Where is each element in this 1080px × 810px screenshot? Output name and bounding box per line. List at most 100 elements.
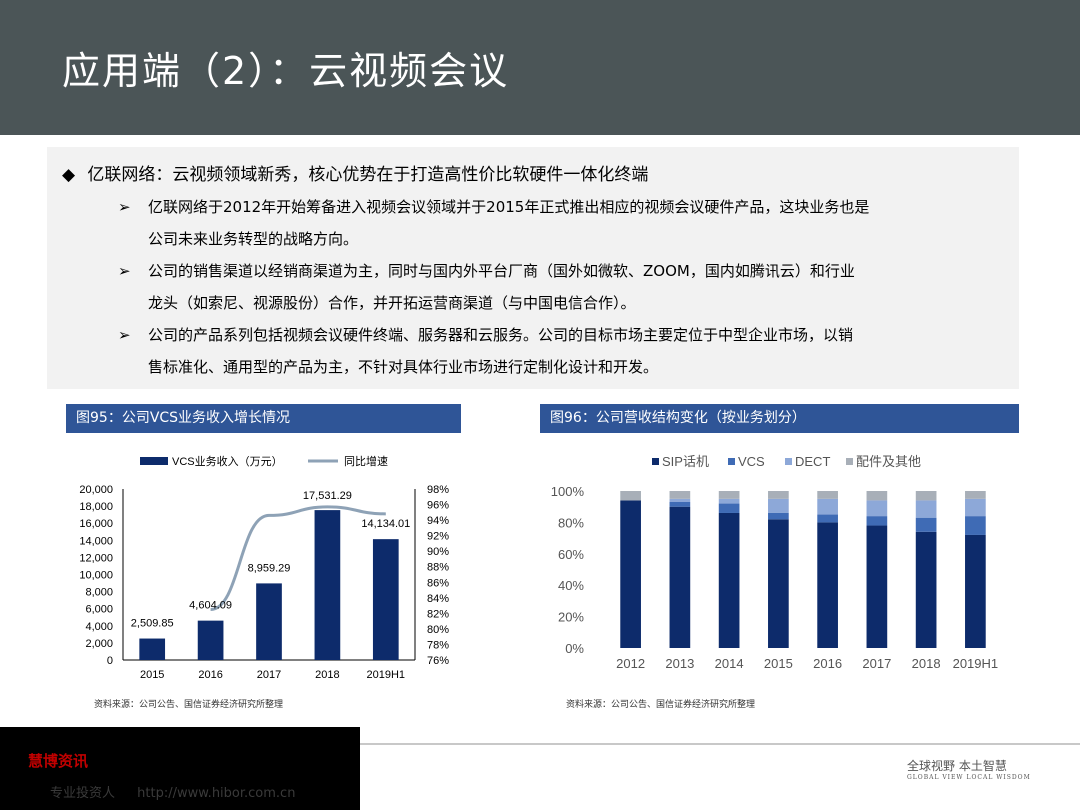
stacked-bar-segment [915,500,937,518]
footer-slogan-en: GLOBAL VIEW LOCAL WISDOM [907,774,1031,781]
stacked-bar-segment [965,491,986,499]
x-tick-label: 2016 [813,656,842,671]
y2-tick-label: 82% [427,608,449,620]
stacked-bar-segment [817,498,838,515]
y2-tick-label: 78% [427,639,449,651]
y2-tick-label: 76% [427,655,449,667]
y2-tick-label: 86% [427,577,449,589]
stacked-bar-segment [669,498,691,502]
y-tick-label: 4,000 [85,621,113,633]
stacked-bar-segment [620,500,641,648]
x-tick-label: 2014 [715,656,744,671]
stacked-bar-segment [965,534,986,648]
figure-95-source: 资料来源：公司公告、国信证券经济研究所整理 [94,700,284,710]
legend-label: DECT [795,454,830,469]
x-tick-label: 2018 [912,656,941,671]
vcs-revenue-bar [372,539,399,660]
y2-tick-label: 98% [427,484,449,496]
footer-url-link[interactable]: http://www.hibor.com.cn [137,786,296,801]
y2-tick-label: 88% [427,562,449,574]
x-tick-label: 2017 [257,669,281,681]
summary-point-line: 龙头（如索尼、视源股份）合作，并开拓运营商渠道（与中国电信合作）。 [148,294,636,312]
figure-95-title: 图95：公司VCS业务收入增长情况 [66,404,461,433]
legend-label: SIP话机 [662,454,709,469]
y2-tick-label: 94% [427,515,449,527]
summary-point-line: 亿联网络于2012年开始筹备进入视频会议领域并于2015年正式推出相应的视频会议… [148,198,870,216]
stacked-bar-segment [669,501,691,507]
legend-swatch [785,458,792,465]
x-tick-label: 2017 [862,656,891,671]
header-bar: 应用端（2）：云视频会议 [0,0,1080,135]
bar-data-label: 4,604.09 [189,600,232,612]
y-tick-label: 16,000 [79,518,113,530]
x-tick-label: 2015 [140,669,164,681]
bar-data-label: 2,509.85 [131,618,174,630]
y2-tick-label: 92% [427,531,449,543]
diamond-bullet-icon: ◆ [62,165,76,185]
stacked-bar-segment [866,525,888,648]
summary-point-line: 售标准化、通用型的产品为主，不针对具体行业市场进行定制化设计和开发。 [148,358,659,376]
summary-point-line: 公司未来业务转型的战略方向。 [148,230,359,248]
footer-divider [360,743,1080,745]
stacked-bar-segment [718,498,740,504]
stacked-bar-segment [718,503,740,513]
footer-brand: 慧博资讯 [28,752,89,770]
stacked-bar-segment [866,500,888,517]
summary-point-line: 公司的产品系列包括视频会议硬件终端、服务器和云服务。公司的目标市场主要定位于中型… [148,326,854,344]
footer-url-label: 专业投资人 [50,786,116,801]
summary-point-line: 公司的销售渠道以经销商渠道为主，同时与国内外平台厂商（国外如微软、ZOOM，国内… [148,262,855,280]
stacked-bar-segment [669,506,691,648]
x-tick-label: 2013 [665,656,694,671]
stacked-bar-segment [817,522,838,648]
legend-swatch [728,458,735,465]
y-tick-label: 80% [558,515,584,530]
y2-tick-label: 90% [427,546,449,558]
arrow-bullet-icon: ➢ [118,198,131,216]
y-tick-label: 18,000 [79,501,113,513]
stacked-bar-segment [965,516,986,535]
vcs-revenue-chart: 20,000 18,000 16,000 14,000 12,000 10,000 8,00… [79,454,449,681]
y-tick-label: 14,000 [79,535,113,547]
page-title: 应用端（2）：云视频会议 [62,49,510,93]
x-tick-label: 2018 [315,669,339,681]
x-tick-label: 2019H1 [367,669,406,681]
bar-data-label: 14,134.01 [361,518,410,530]
y2-tick-label: 96% [427,500,449,512]
stacked-bar-segment [915,517,937,532]
x-tick-label: 2012 [616,656,645,671]
y2-tick-label: 80% [427,624,449,636]
y-tick-label: 60% [558,547,584,562]
vcs-revenue-bar [314,510,341,660]
summary-panel [47,147,1019,389]
bar-data-label: 17,531.29 [303,490,352,502]
y-tick-label: 100% [551,484,585,499]
stacked-bar-segment [817,491,838,499]
legend-swatch [652,458,659,465]
summary-heading-text: 亿联网络：云视频领域新秀，核心优势在于打造高性价比软硬件一体化终端 [87,165,649,185]
summary-point: ➢ 公司的销售渠道以经销商渠道为主，同时与国内外平台厂商（国外如微软、ZOOM，… [118,255,1008,319]
footer-url-line: 专业投资人 http://www.hibor.com.cn [50,782,295,801]
stacked-bar-segment [817,514,838,523]
legend-bar-label: VCS业务收入（万元） [172,454,283,468]
stacked-bar-segment [768,498,789,513]
stacked-bar-segment [768,491,789,499]
arrow-bullet-icon: ➢ [118,262,131,280]
stacked-bar-segment [718,512,740,648]
figure-96-title: 图96：公司营收结构变化（按业务划分） [540,404,1019,433]
y-tick-label: 20,000 [79,484,113,496]
y2-tick-label: 84% [427,593,449,605]
legend-label: VCS [738,454,765,469]
arrow-bullet-icon: ➢ [118,326,131,344]
footer-black-panel [0,727,360,810]
bar-data-label: 8,959.29 [248,562,291,574]
growth-rate-line [210,505,386,611]
x-tick-label: 2016 [198,669,222,681]
x-tick-label: 2015 [764,656,793,671]
vcs-revenue-bar [197,620,224,660]
stacked-bar-segment [915,491,937,501]
legend-line-label: 同比增速 [344,454,388,468]
y-tick-label: 0% [565,641,584,656]
figure-96-source: 资料来源：公司公告、国信证券经济研究所整理 [566,700,756,710]
legend-label: 配件及其他 [856,454,921,469]
stacked-bar-segment [669,491,691,499]
